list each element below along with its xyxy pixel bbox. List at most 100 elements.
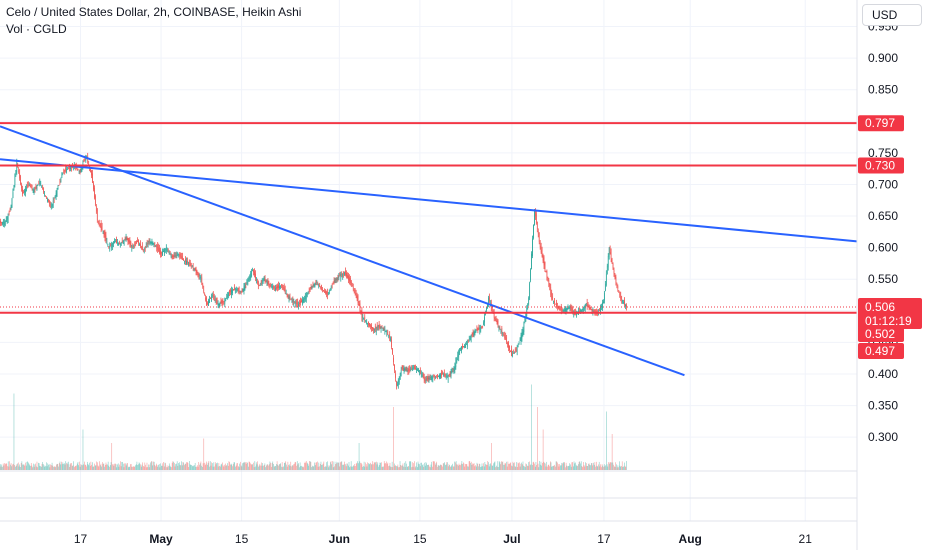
volume-bar [443,463,445,470]
candle-body [509,345,510,351]
candle-body [108,246,110,248]
candle-body [44,193,45,195]
volume-bar [444,462,445,470]
volume-bar [372,461,374,470]
volume-bar [181,465,183,470]
candle-body [271,286,273,288]
volume-bar [584,466,586,470]
volume-bar [385,463,386,470]
volume-bar [390,466,391,470]
volume-bar [406,466,408,470]
candle-body [12,192,14,199]
volume-bar [402,463,404,470]
candle-body [29,183,31,188]
volume-bar [260,465,261,470]
candle-body [291,299,293,303]
candle-body [36,185,38,191]
candle-body [198,275,200,276]
volume-bar [236,463,238,470]
volume-bar [116,467,118,470]
candle-body [210,297,211,299]
candle-body [245,283,247,285]
volume-bar [377,462,379,470]
volume-bar [593,462,594,470]
volume-bar [41,463,43,470]
candle-body [493,311,495,318]
volume-bar [199,464,200,470]
volume-bar [551,466,553,470]
candle-body [122,241,124,243]
volume-bar [284,462,286,470]
candle-body [145,245,147,248]
volume-legend[interactable]: Vol · CGLD [6,22,67,36]
candle-body [388,335,390,337]
volume-bar [413,463,414,470]
volume-bar [315,462,317,470]
volume-bar [544,463,546,470]
volume-bar [359,461,361,470]
volume-bar [560,465,561,470]
candle-body [244,284,246,290]
candle-body [13,185,15,190]
volume-bar [296,465,297,470]
volume-bar [231,464,233,470]
candle-body [163,250,164,252]
candle-body [297,302,298,305]
volume-bar [14,465,15,470]
candle-body [571,307,573,312]
volume-bar [17,462,19,470]
trendline[interactable] [0,125,685,377]
volume-bar [276,464,277,470]
volume-bar [470,461,472,470]
volume-bar [480,466,481,470]
candle-body [489,297,490,302]
volume-bar [508,463,509,470]
candle-body [405,366,407,371]
trendline[interactable] [0,158,858,243]
candle-body [182,256,183,260]
volume-bar [174,466,176,470]
volume-bar [520,463,522,470]
time-tick-label: Aug [679,532,702,546]
volume-bar [20,467,21,470]
candle-body [67,169,68,171]
volume-bar [447,466,449,470]
candle-body [257,281,258,283]
candle-body [501,328,503,334]
volume-bar [612,462,614,470]
volume-bar [542,429,544,470]
volume-bar [261,465,263,470]
volume-bar [225,465,227,470]
volume-bar [570,464,571,470]
volume-bar [319,466,320,470]
volume-bar [26,461,28,470]
candle-body [617,286,619,289]
volume-bar [325,466,327,470]
volume-bar [78,465,79,470]
candle-body [189,262,191,265]
volume-bar [362,466,363,470]
volume-bar [479,463,481,470]
volume-bar [241,466,243,470]
candle-body [288,296,290,300]
volume-bar [616,467,618,470]
currency-button[interactable]: USD [862,4,922,26]
volume-bar [358,443,360,470]
candle-body [282,287,284,289]
volume-bar [172,461,174,470]
candle-body [307,291,309,294]
candle-body [38,182,40,184]
volume-bar [345,466,347,470]
volume-bar [593,464,595,470]
candle-body [619,293,621,295]
volume-bar [295,462,297,470]
symbol-title[interactable]: Celo / United States Dollar, 2h, COINBAS… [6,5,302,19]
candle-body [513,353,514,354]
volume-bar [419,466,421,470]
volume-bar [327,465,329,470]
candle-body [541,250,543,257]
volume-bar [94,463,95,470]
candle-body [136,241,137,244]
candle-body [137,240,138,242]
